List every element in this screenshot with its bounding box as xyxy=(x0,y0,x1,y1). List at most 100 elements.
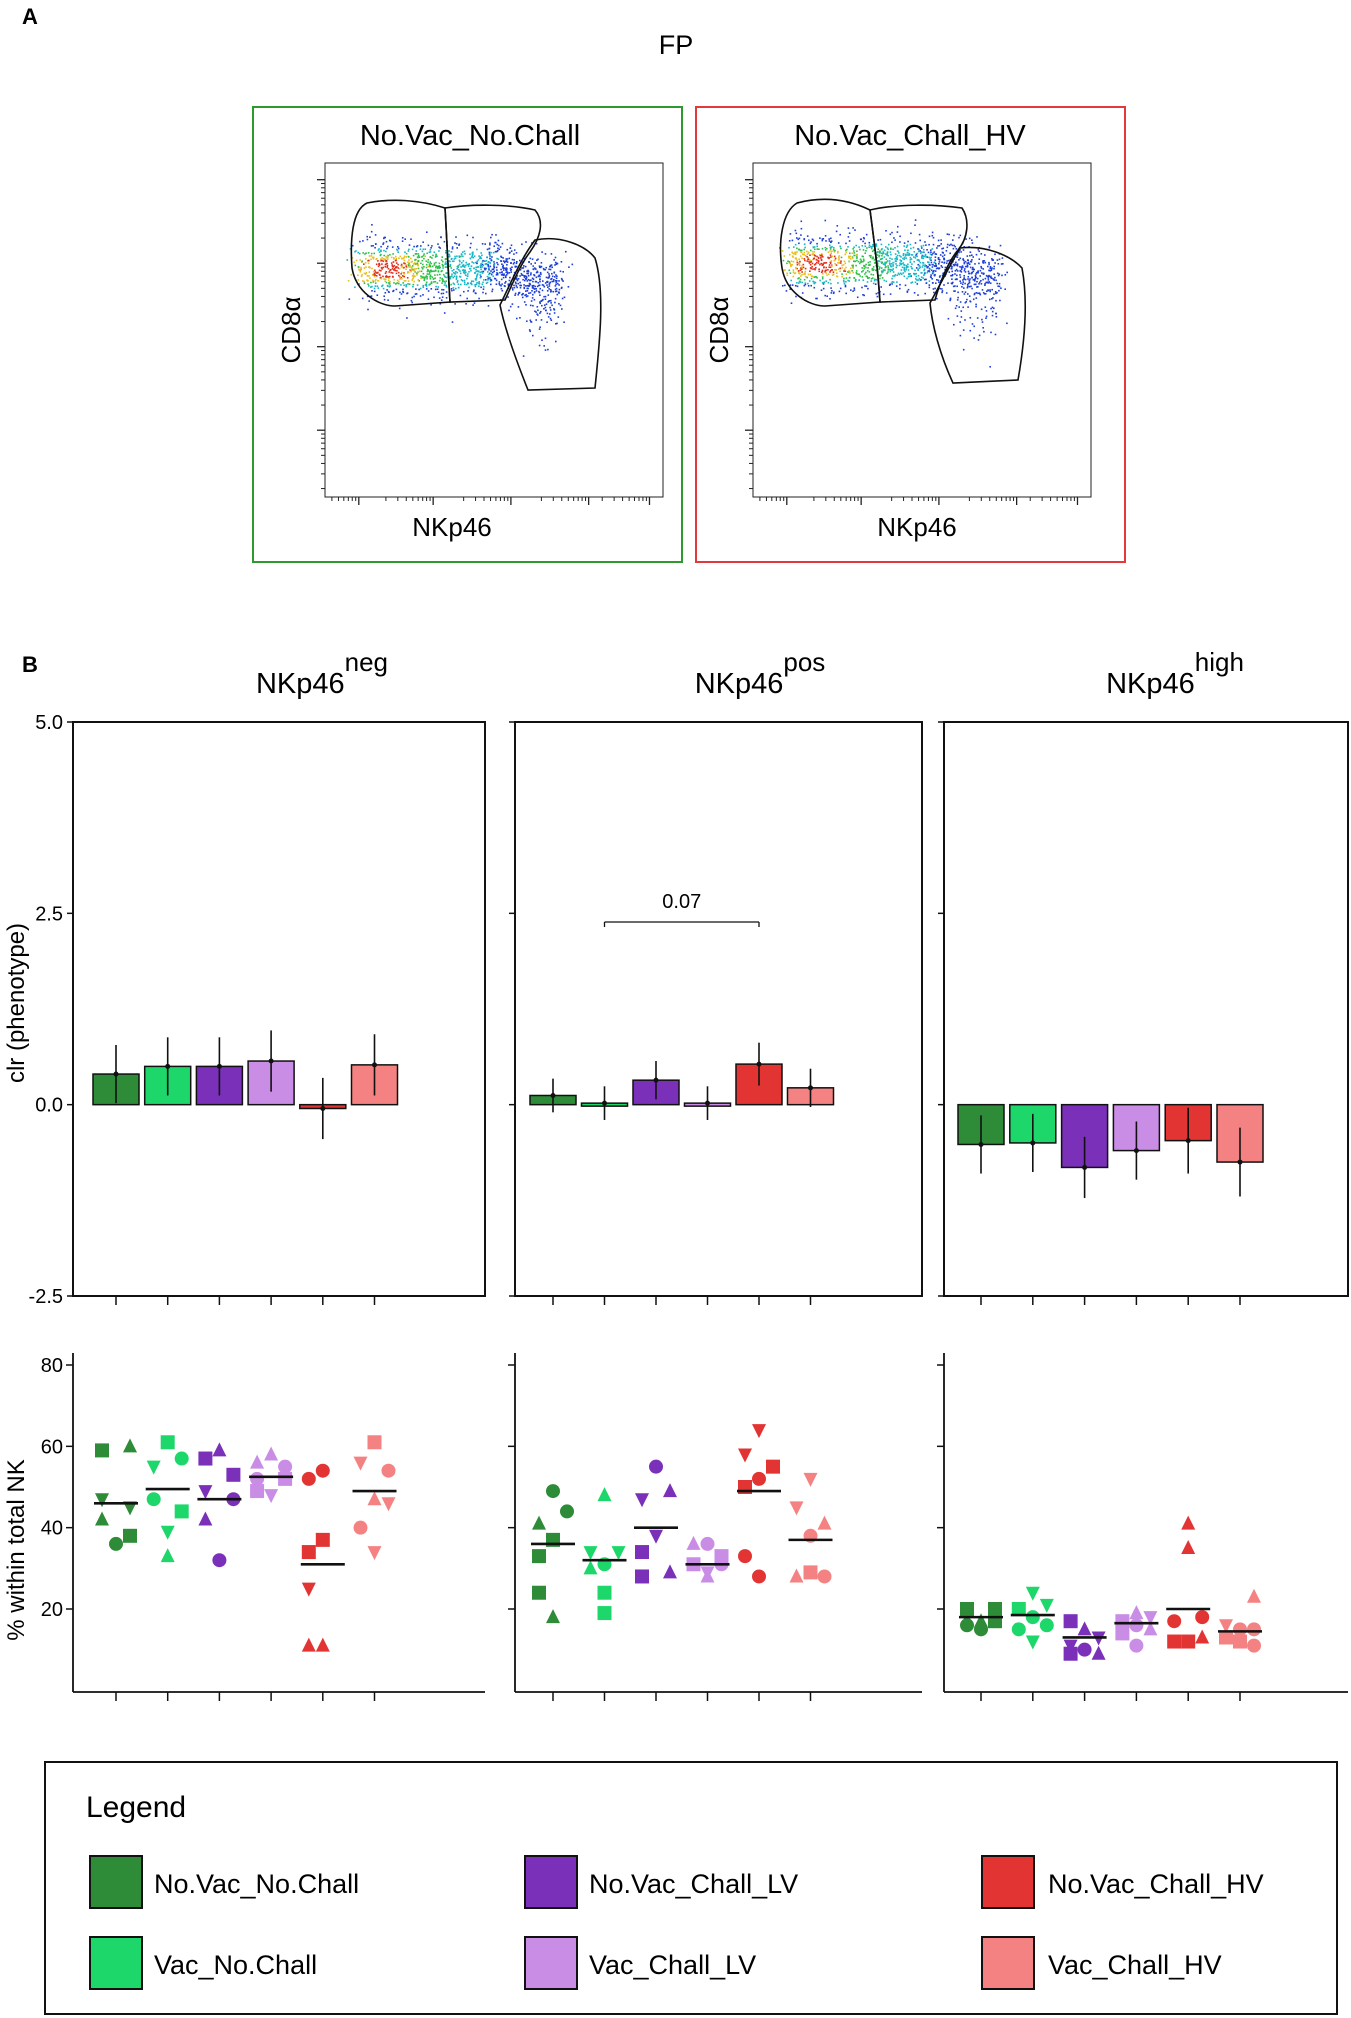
scatter-point xyxy=(1143,1621,1158,1636)
flow-event xyxy=(453,272,455,274)
flow-event xyxy=(794,229,797,232)
flow-event xyxy=(402,288,404,291)
flow-event xyxy=(455,243,458,245)
flow-event xyxy=(821,255,823,258)
flow-event xyxy=(398,257,400,259)
flow-event xyxy=(437,270,440,273)
flow-event xyxy=(883,249,886,252)
flow-event xyxy=(969,251,972,253)
flow-event xyxy=(507,296,509,298)
flow-event xyxy=(848,260,851,263)
flow-event xyxy=(825,266,827,269)
flow-event xyxy=(539,294,541,296)
flow-event xyxy=(910,254,913,256)
flow-event xyxy=(856,257,858,259)
flow-event xyxy=(973,268,975,271)
flow-event xyxy=(926,249,928,251)
scatter-point xyxy=(123,1438,137,1453)
flow-event xyxy=(405,252,408,255)
flow-event xyxy=(882,263,885,265)
flow-event xyxy=(976,280,978,283)
flow-event xyxy=(982,278,984,281)
flow-event xyxy=(430,269,432,272)
flow-event xyxy=(433,281,435,283)
flow-event xyxy=(516,279,519,282)
flow-event xyxy=(936,247,938,249)
flow-event xyxy=(374,280,377,282)
flow-event xyxy=(481,272,484,274)
flow-event xyxy=(477,270,480,273)
flow-event xyxy=(550,291,552,293)
flow-event xyxy=(963,287,965,289)
flow-event xyxy=(955,278,958,280)
flow-event xyxy=(903,242,906,244)
flow-event xyxy=(366,235,368,238)
flow-event xyxy=(442,273,445,276)
flow-event xyxy=(349,248,352,250)
flow-event xyxy=(417,256,419,259)
flow-event xyxy=(427,290,430,292)
flow-event xyxy=(394,266,397,268)
flow-event xyxy=(864,273,866,275)
flow-event xyxy=(443,312,446,314)
flow-event xyxy=(941,251,944,254)
flow-event xyxy=(820,289,823,291)
flow-event xyxy=(878,252,881,254)
flow-event xyxy=(522,355,525,357)
flow-event xyxy=(996,292,998,294)
flow-event xyxy=(435,255,437,257)
flow-event xyxy=(422,248,425,251)
flow-event xyxy=(991,259,994,261)
flow-event xyxy=(554,290,557,293)
flow-event xyxy=(952,263,955,266)
flow-event xyxy=(424,255,427,257)
flow-event xyxy=(825,269,827,272)
flow-event xyxy=(495,283,498,285)
flow-event xyxy=(389,269,392,271)
flow-event xyxy=(347,280,350,282)
flow-event xyxy=(824,235,827,237)
flow-event xyxy=(964,291,967,293)
flow-event xyxy=(400,273,402,275)
flow-event xyxy=(519,275,521,277)
flow-event xyxy=(382,242,385,244)
flow-event xyxy=(939,287,942,290)
flow-event xyxy=(831,265,833,267)
flow-event xyxy=(451,260,454,263)
flow-event xyxy=(535,290,538,292)
flow-event xyxy=(397,251,399,253)
flow-event xyxy=(977,286,979,288)
flow-event xyxy=(809,264,812,266)
flow-event xyxy=(519,281,521,284)
flow-event xyxy=(880,243,883,246)
flow-event xyxy=(821,239,824,242)
flow-event xyxy=(513,261,516,264)
flow-event xyxy=(497,239,500,242)
flow-event xyxy=(844,284,847,287)
flow-event xyxy=(916,255,918,258)
bar-mean-point xyxy=(705,1100,710,1106)
flow-event xyxy=(861,245,864,247)
flow-event xyxy=(972,266,974,269)
flow-event xyxy=(503,261,506,264)
flow-event xyxy=(393,258,395,260)
flow-event xyxy=(450,288,453,290)
flow-event xyxy=(425,288,428,290)
flow-event xyxy=(861,255,864,258)
flow-event xyxy=(486,256,488,259)
flow-event xyxy=(441,277,443,280)
flow-event xyxy=(408,266,410,268)
flow-event xyxy=(412,278,414,280)
flow-event xyxy=(474,278,477,280)
flow-event xyxy=(951,278,953,280)
flow-event xyxy=(516,261,518,263)
flow-event xyxy=(830,252,832,254)
flow-event xyxy=(421,266,423,269)
flow-event xyxy=(433,262,436,265)
flow-event xyxy=(476,262,478,264)
scatter-point xyxy=(766,1459,780,1474)
flow-event xyxy=(811,250,814,253)
flow-event xyxy=(865,275,868,277)
flow-event xyxy=(892,265,894,267)
flow-event xyxy=(963,261,966,264)
